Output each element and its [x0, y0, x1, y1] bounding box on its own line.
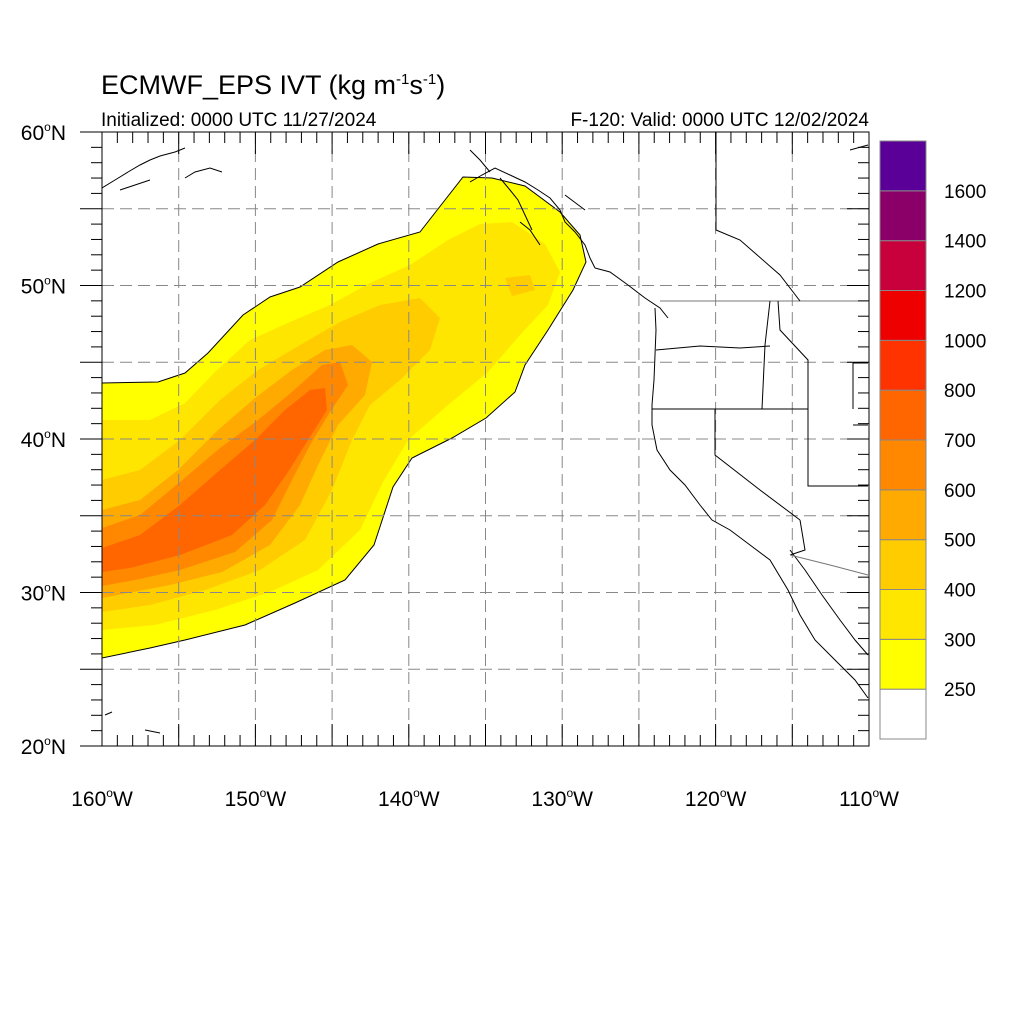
lon-label: 150oW: [225, 786, 287, 811]
colorbar-box: [879, 339, 927, 391]
lat-hemisphere: N: [51, 583, 66, 606]
colorbar-label: 250: [944, 680, 976, 701]
lon-label-deg: 130: [531, 788, 566, 811]
lon-label: 140oW: [378, 786, 440, 811]
colorbar-box: [879, 539, 927, 591]
political-borders: [469, 132, 869, 576]
colorbar-box: [879, 589, 927, 640]
colorbar-label: 400: [944, 581, 976, 602]
lat-label-deg: 30: [21, 583, 44, 606]
lon-label-deg: 140: [378, 788, 413, 811]
degree-symbol: o: [44, 274, 51, 288]
colorbar-box: [879, 240, 927, 292]
colorbar-label: 600: [944, 481, 976, 502]
lat-label-deg: 20: [21, 736, 44, 759]
lat-label: 40oN: [21, 427, 66, 452]
lat-label-deg: 40: [21, 429, 44, 452]
lat-hemisphere: N: [51, 429, 66, 452]
colorbar-box: [879, 638, 927, 690]
ivt-colorbar: 250 300 400 500 600 700 800 1000 1200 1400 1600: [879, 140, 986, 740]
degree-symbol: o: [720, 786, 727, 800]
degree-symbol: o: [260, 786, 267, 800]
degree-symbol: o: [413, 786, 420, 800]
lon-label-deg: 150: [225, 788, 260, 811]
degree-symbol: o: [566, 786, 573, 800]
lon-label-deg: 110: [839, 788, 872, 811]
colorbar-box: [879, 190, 927, 242]
degree-symbol: o: [44, 120, 51, 134]
degree-symbol: o: [44, 734, 51, 748]
colorbar-label: 1000: [944, 331, 986, 352]
lon-label-deg: 120: [685, 788, 720, 811]
lat-label: 60oN: [21, 120, 66, 145]
valid-time: F-120: Valid: 0000 UTC 12/02/2024: [570, 110, 869, 131]
colorbar-label: 700: [944, 431, 976, 452]
axis-ticks: [80, 131, 870, 747]
lon-axis-labels: 160oW 150oW 140oW 130oW 120oW 110oW: [71, 786, 899, 811]
degree-symbol: o: [44, 581, 51, 595]
lat-hemisphere: N: [51, 122, 66, 145]
degree-symbol: o: [44, 427, 51, 441]
colorbar-box-below-min: [879, 688, 927, 740]
lon-hemisphere: W: [573, 788, 593, 811]
lon-hemisphere: W: [266, 788, 286, 811]
lat-label: 30oN: [21, 581, 66, 606]
lon-hemisphere: W: [879, 788, 899, 811]
colorbar-label: 1200: [944, 282, 986, 303]
lon-label: 110oW: [839, 786, 899, 811]
colorbar-box: [879, 290, 927, 341]
lon-label: 130oW: [531, 786, 593, 811]
lat-label-deg: 50: [21, 276, 44, 299]
lat-hemisphere: N: [51, 276, 66, 299]
lon-hemisphere: W: [727, 788, 747, 811]
ivt-shading: [102, 176, 587, 659]
colorbar-label: 1400: [944, 232, 986, 253]
colorbar-box: [879, 389, 927, 441]
lon-label: 120oW: [685, 786, 747, 811]
colorbar-label: 800: [944, 381, 976, 402]
colorbar-label: 300: [944, 630, 976, 651]
initialized-time: Initialized: 0000 UTC 11/27/2024: [101, 110, 377, 131]
map-title: ECMWF_EPS IVT (kg m-1s-1): [101, 70, 446, 100]
degree-symbol: o: [872, 786, 879, 800]
colorbar-box: [879, 439, 927, 491]
graticule: [102, 132, 869, 746]
colorbar-label: 1600: [944, 182, 986, 203]
lat-label-deg: 60: [21, 122, 44, 145]
lat-label: 20oN: [21, 734, 66, 759]
lon-label-deg: 160: [71, 788, 106, 811]
lon-hemisphere: W: [420, 788, 440, 811]
colorbar-label: 500: [944, 531, 976, 552]
lon-hemisphere: W: [113, 788, 133, 811]
lat-label: 50oN: [21, 274, 66, 299]
lon-label: 160oW: [71, 786, 133, 811]
ivt-contour-700: [102, 388, 327, 572]
lat-hemisphere: N: [51, 736, 66, 759]
colorbar-box: [879, 489, 927, 541]
degree-symbol: o: [106, 786, 113, 800]
colorbar-box: [879, 140, 927, 192]
